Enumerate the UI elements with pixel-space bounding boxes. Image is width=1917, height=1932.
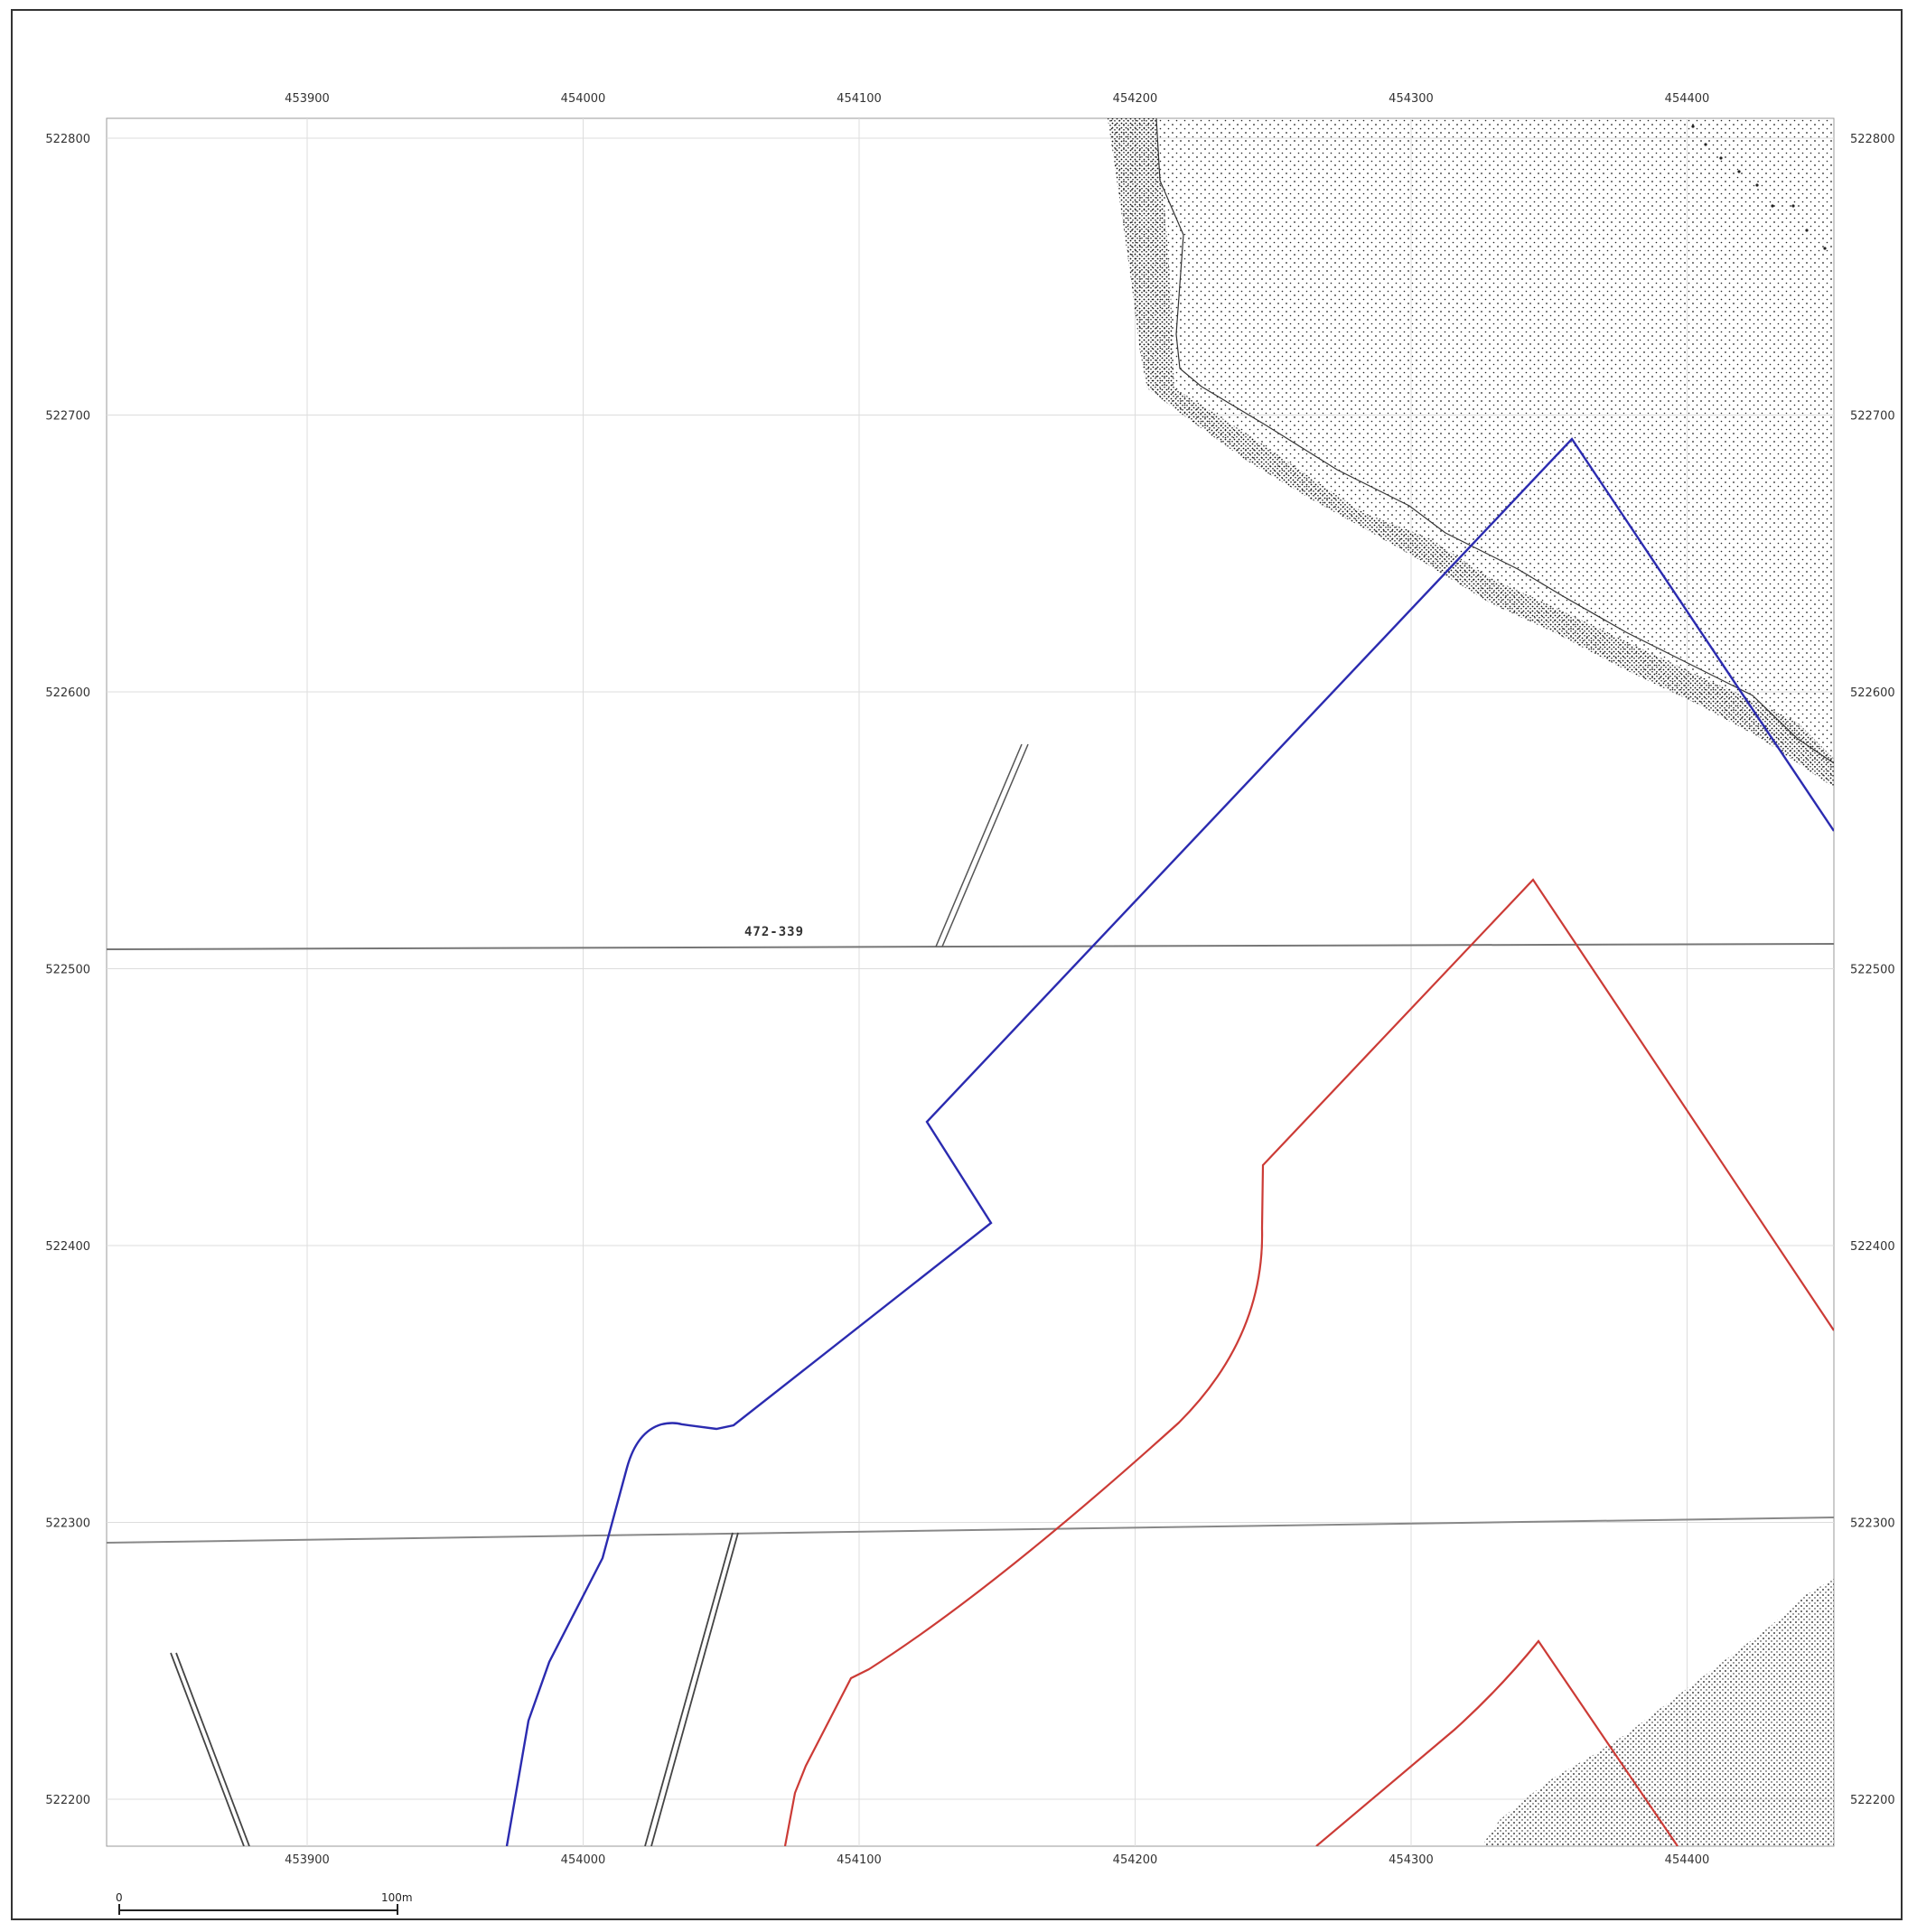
parcel-line-north: [107, 943, 1834, 950]
y-tick-label-right: 522500: [1850, 964, 1895, 977]
x-tick-label-top: 454200: [1113, 92, 1158, 106]
road-line-lower-left: [170, 1652, 250, 1846]
y-tick-label-left: 522300: [45, 1517, 90, 1531]
y-tick-label-left: 522200: [45, 1794, 90, 1807]
y-tick-label-left: 522700: [45, 410, 90, 424]
y-tick-label-left: 522800: [45, 133, 90, 146]
blue-boundary-line: [505, 437, 1834, 1846]
x-tick-label-bottom: 454000: [561, 1853, 606, 1867]
x-tick-label-bottom: 454200: [1113, 1853, 1158, 1867]
y-tick-label-left: 522600: [45, 686, 90, 700]
x-tick-label-top: 453900: [285, 92, 330, 106]
x-tick-label-top: 454300: [1389, 92, 1434, 106]
scale-end-label: 100m: [381, 1891, 413, 1904]
red-boundary-line-south: [1315, 1639, 1679, 1846]
y-axis-left: 522800 522700 522600 522500 522400 522300 5222…: [45, 133, 90, 1807]
scattered-marks: [1691, 125, 1827, 250]
x-axis-top: 453900 454000 454100 454200 454300 454400: [285, 92, 1709, 106]
x-tick-label-bottom: 454400: [1665, 1853, 1710, 1867]
y-tick-label-right: 522300: [1850, 1517, 1895, 1531]
shoreline-line: [1155, 118, 1834, 764]
scale-bar: 0 100m: [116, 1891, 413, 1915]
y-tick-label-left: 522400: [45, 1240, 90, 1254]
parcel-label: 472-339: [744, 925, 804, 939]
x-axis-bottom: 453900 454000 454100 454200 454300 454400: [285, 1853, 1709, 1867]
y-tick-label-right: 522600: [1850, 686, 1895, 700]
x-tick-label-bottom: 454300: [1389, 1853, 1434, 1867]
plot-border: [106, 117, 1835, 1847]
stippled-area-north: [1108, 118, 1834, 788]
x-tick-label-top: 454400: [1665, 92, 1710, 106]
y-tick-label-right: 522700: [1850, 410, 1895, 424]
x-tick-label-bottom: 453900: [285, 1853, 330, 1867]
road-line-middle: [644, 1532, 739, 1846]
road-line-upper: [935, 743, 1029, 947]
red-boundary-line: [783, 878, 1834, 1846]
y-tick-label-right: 522400: [1850, 1240, 1895, 1254]
parcel-line-south: [107, 1517, 1834, 1544]
y-tick-label-left: 522500: [45, 964, 90, 977]
x-tick-label-top: 454000: [561, 92, 606, 106]
y-tick-label-right: 522800: [1850, 133, 1895, 146]
y-axis-right: 522800 522700 522600 522500 522400 522300 5222…: [1850, 133, 1895, 1807]
scale-start-label: 0: [116, 1891, 123, 1904]
stippled-area-south: [1482, 1579, 1834, 1846]
x-tick-label-bottom: 454100: [837, 1853, 882, 1867]
x-tick-label-top: 454100: [837, 92, 882, 106]
y-tick-label-right: 522200: [1850, 1794, 1895, 1807]
